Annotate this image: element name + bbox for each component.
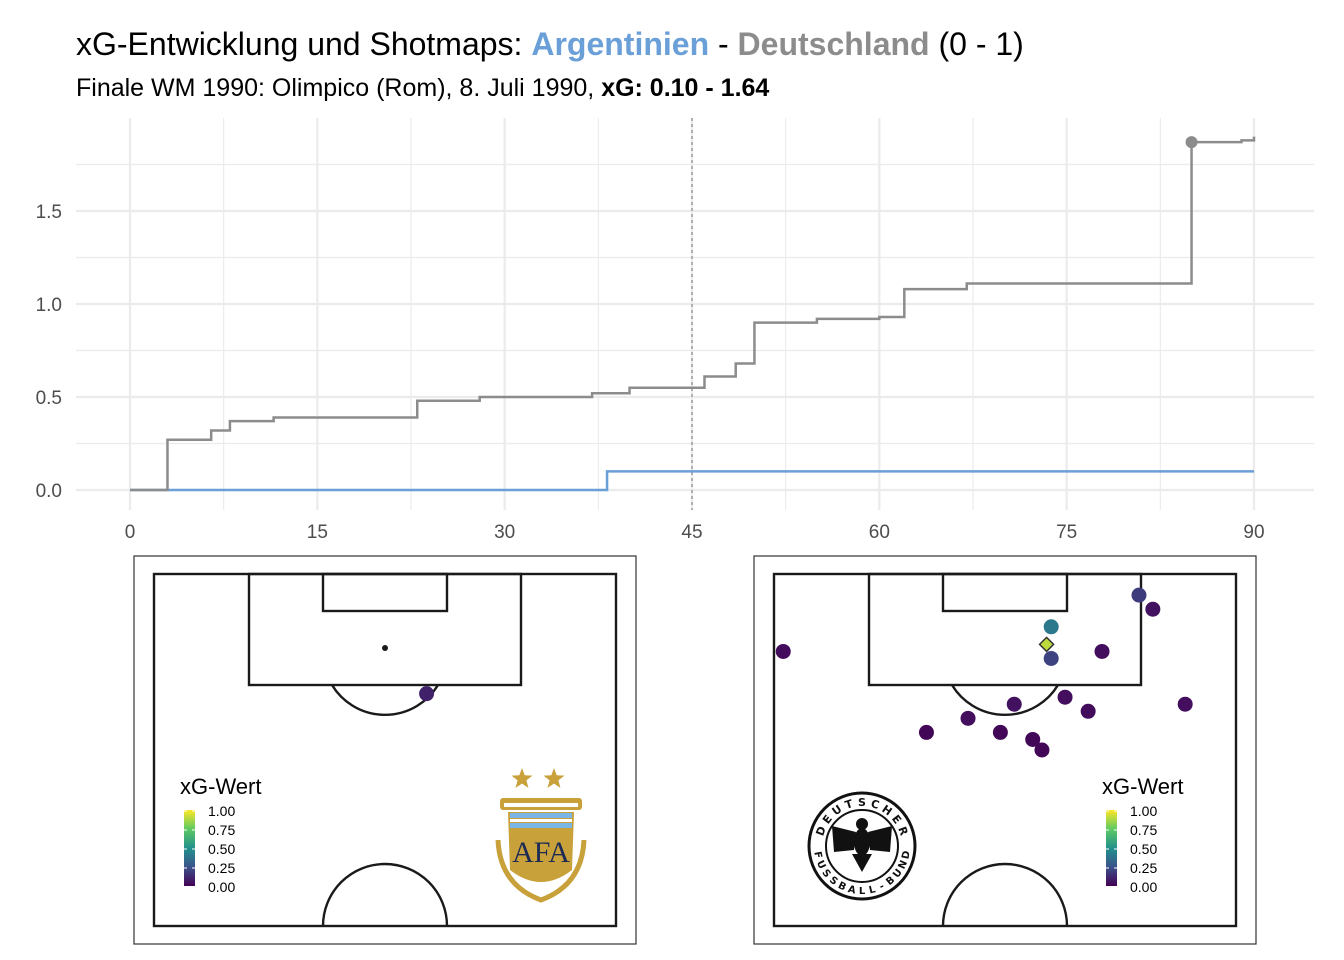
title-prefix: xG-Entwicklung und Shotmaps: xyxy=(76,26,532,62)
eagle-tail xyxy=(852,854,872,872)
title-score: (0 - 1) xyxy=(929,26,1024,62)
penalty-spot xyxy=(382,645,388,651)
subtitle-xg: xG: 0.10 - 1.64 xyxy=(601,74,770,102)
center-circle xyxy=(321,862,449,927)
legend-tick-label: 0.50 xyxy=(1130,841,1157,857)
crest-letter: - xyxy=(878,881,887,893)
crest-letter: S xyxy=(858,796,866,809)
legend-title: xG-Wert xyxy=(180,774,261,799)
shot-point xyxy=(960,710,976,726)
title-separator: - xyxy=(709,26,738,62)
chart-title: xG-Entwicklung und Shotmaps: Argentinien… xyxy=(76,24,1024,64)
series-line-deutschland xyxy=(130,136,1256,492)
shot-point xyxy=(775,643,791,659)
legend-tick-label: 1.00 xyxy=(1130,803,1157,819)
crest-letter: F xyxy=(811,851,823,860)
crest-top-stripe xyxy=(504,803,578,807)
x-tick-label: 15 xyxy=(307,522,328,543)
penalty-arc xyxy=(950,684,1060,717)
star-icon xyxy=(543,768,565,788)
y-tick-label: 1.0 xyxy=(36,295,62,316)
chart-subtitle: Finale WM 1990: Olimpico (Rom), 8. Juli … xyxy=(76,72,769,104)
crest-stripe-blue-2 xyxy=(510,823,572,828)
shot-point xyxy=(419,686,435,702)
eagle-wing-left xyxy=(832,826,856,852)
crest-letter: N xyxy=(897,859,910,871)
xg-step-chart: 0 15 30 45 60 75 90 0.0 0.5 1.0 1.5 xyxy=(36,118,1314,543)
shot-point xyxy=(1025,731,1041,747)
goal-marker xyxy=(1185,136,1198,149)
crest-stripe-blue xyxy=(510,813,572,818)
six-yard-box xyxy=(941,572,1069,613)
shot-point xyxy=(1043,619,1059,635)
legend-tick-label: 1.00 xyxy=(208,803,235,819)
x-tick-label: 30 xyxy=(494,522,515,543)
shot-goal-marker xyxy=(1038,636,1055,653)
y-tick-label: 0.5 xyxy=(36,388,62,409)
crest-shield xyxy=(508,812,574,882)
center-circle xyxy=(941,862,1069,927)
crest-inner-ring xyxy=(825,809,899,883)
shot-point xyxy=(992,724,1008,740)
shot-point xyxy=(1057,689,1073,705)
crest-letter: D xyxy=(900,850,912,860)
shot-point xyxy=(1131,587,1147,603)
legend-tick-label: 0.50 xyxy=(208,841,235,857)
crest-letter: D xyxy=(813,825,828,838)
eagle-head xyxy=(856,818,868,830)
eagle-wing-right xyxy=(868,826,892,852)
x-tick-label: 60 xyxy=(869,522,890,543)
x-tick-label: 75 xyxy=(1056,522,1077,543)
crest-letter: C xyxy=(869,797,881,812)
subtitle-text: Finale WM 1990: Olimpico (Rom), 8. Juli … xyxy=(76,74,602,102)
legend-colorbar xyxy=(184,810,195,886)
x-tick-label: 45 xyxy=(681,522,702,543)
crest-letter: L xyxy=(859,886,866,897)
legend-tick-label: 0.25 xyxy=(208,860,235,876)
shot-point xyxy=(1006,696,1022,712)
title-team-a: Argentinien xyxy=(531,26,710,62)
x-tick-label: 0 xyxy=(125,522,136,543)
legend-tick-label: 0.75 xyxy=(208,822,235,838)
y-tick-label: 1.5 xyxy=(36,202,62,223)
crest-letter: A xyxy=(847,884,857,897)
shot-point xyxy=(1145,601,1161,617)
crest-stripe-white xyxy=(510,819,572,822)
crest-lettering: AFA xyxy=(512,836,570,869)
star-icon xyxy=(511,768,533,788)
shot-point xyxy=(1080,703,1096,719)
series-line-argentinien xyxy=(130,470,1254,492)
legend-tick-label: 0.00 xyxy=(208,879,235,895)
legend-tick-label: 0.25 xyxy=(1130,860,1157,876)
legend-colorbar xyxy=(1106,810,1117,886)
shot-point xyxy=(1177,696,1193,712)
afa-crest-logo: AFA xyxy=(495,768,587,903)
shot-point xyxy=(1043,650,1059,666)
shot-point xyxy=(1034,742,1050,758)
crest-laurel xyxy=(495,839,587,903)
y-tick-label: 0.0 xyxy=(36,481,62,502)
shot-point xyxy=(918,724,934,740)
crest-letter: T xyxy=(843,797,855,812)
legend-tick-label: 0.00 xyxy=(1130,879,1157,895)
crest-letter: B xyxy=(836,880,848,893)
six-yard-box xyxy=(321,572,449,613)
legend-title: xG-Wert xyxy=(1102,774,1183,799)
legend-tick-label: 0.75 xyxy=(1130,822,1157,838)
x-tick-label: 90 xyxy=(1243,522,1264,543)
crest-letter: L xyxy=(868,884,877,896)
title-team-b: Deutschland xyxy=(737,26,930,62)
shotmap-argentinien: xG-Wert 1.00 0.75 0.50 0.25 0.00 AFA xyxy=(133,555,637,945)
eagle-body xyxy=(854,828,870,856)
crest-letter: U xyxy=(814,859,827,871)
shot-point xyxy=(1094,643,1110,659)
